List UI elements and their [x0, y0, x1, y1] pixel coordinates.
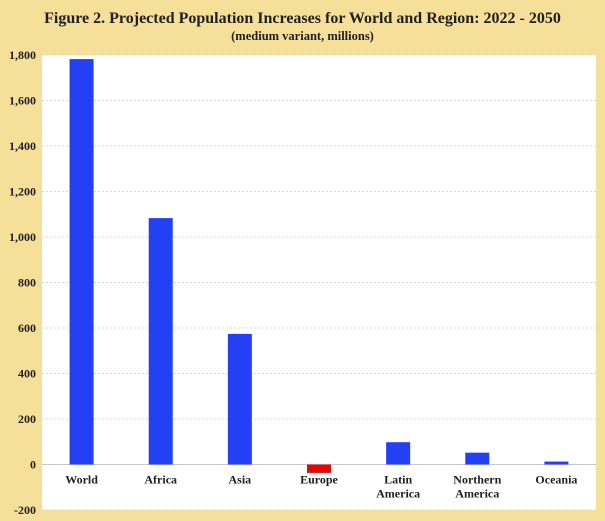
category-label: Northern America	[453, 473, 501, 501]
category-label: Africa	[144, 473, 177, 487]
bar	[149, 218, 173, 464]
y-tick-label: 1,200	[9, 185, 36, 199]
y-tick-label: -200	[14, 503, 36, 517]
category-label: World	[65, 473, 98, 487]
y-tick-label: 800	[18, 276, 36, 290]
chart-figure: Figure 2. Projected Population Increases…	[0, 0, 605, 521]
bar	[228, 334, 252, 465]
chart-plot: -200 0 200 400 600 800 1,000 1,200 1,400 1,600 1,8…	[0, 0, 605, 521]
bar	[544, 462, 568, 465]
y-tick-label: 400	[18, 367, 36, 381]
y-tick-label: 600	[18, 321, 36, 335]
y-tick-label: 200	[18, 412, 36, 426]
bar	[465, 453, 489, 465]
bar	[70, 59, 94, 464]
category-label: Oceania	[535, 473, 577, 487]
category-label: Europe	[300, 473, 338, 487]
y-tick-label: 1,000	[9, 230, 36, 244]
bar	[386, 442, 410, 464]
y-tick-label: 1,600	[9, 94, 36, 108]
y-tick-label: 1,800	[9, 48, 36, 62]
category-label: Asia	[229, 473, 252, 487]
y-tick-label: 1,400	[9, 139, 36, 153]
y-tick-label: 0	[30, 458, 36, 472]
